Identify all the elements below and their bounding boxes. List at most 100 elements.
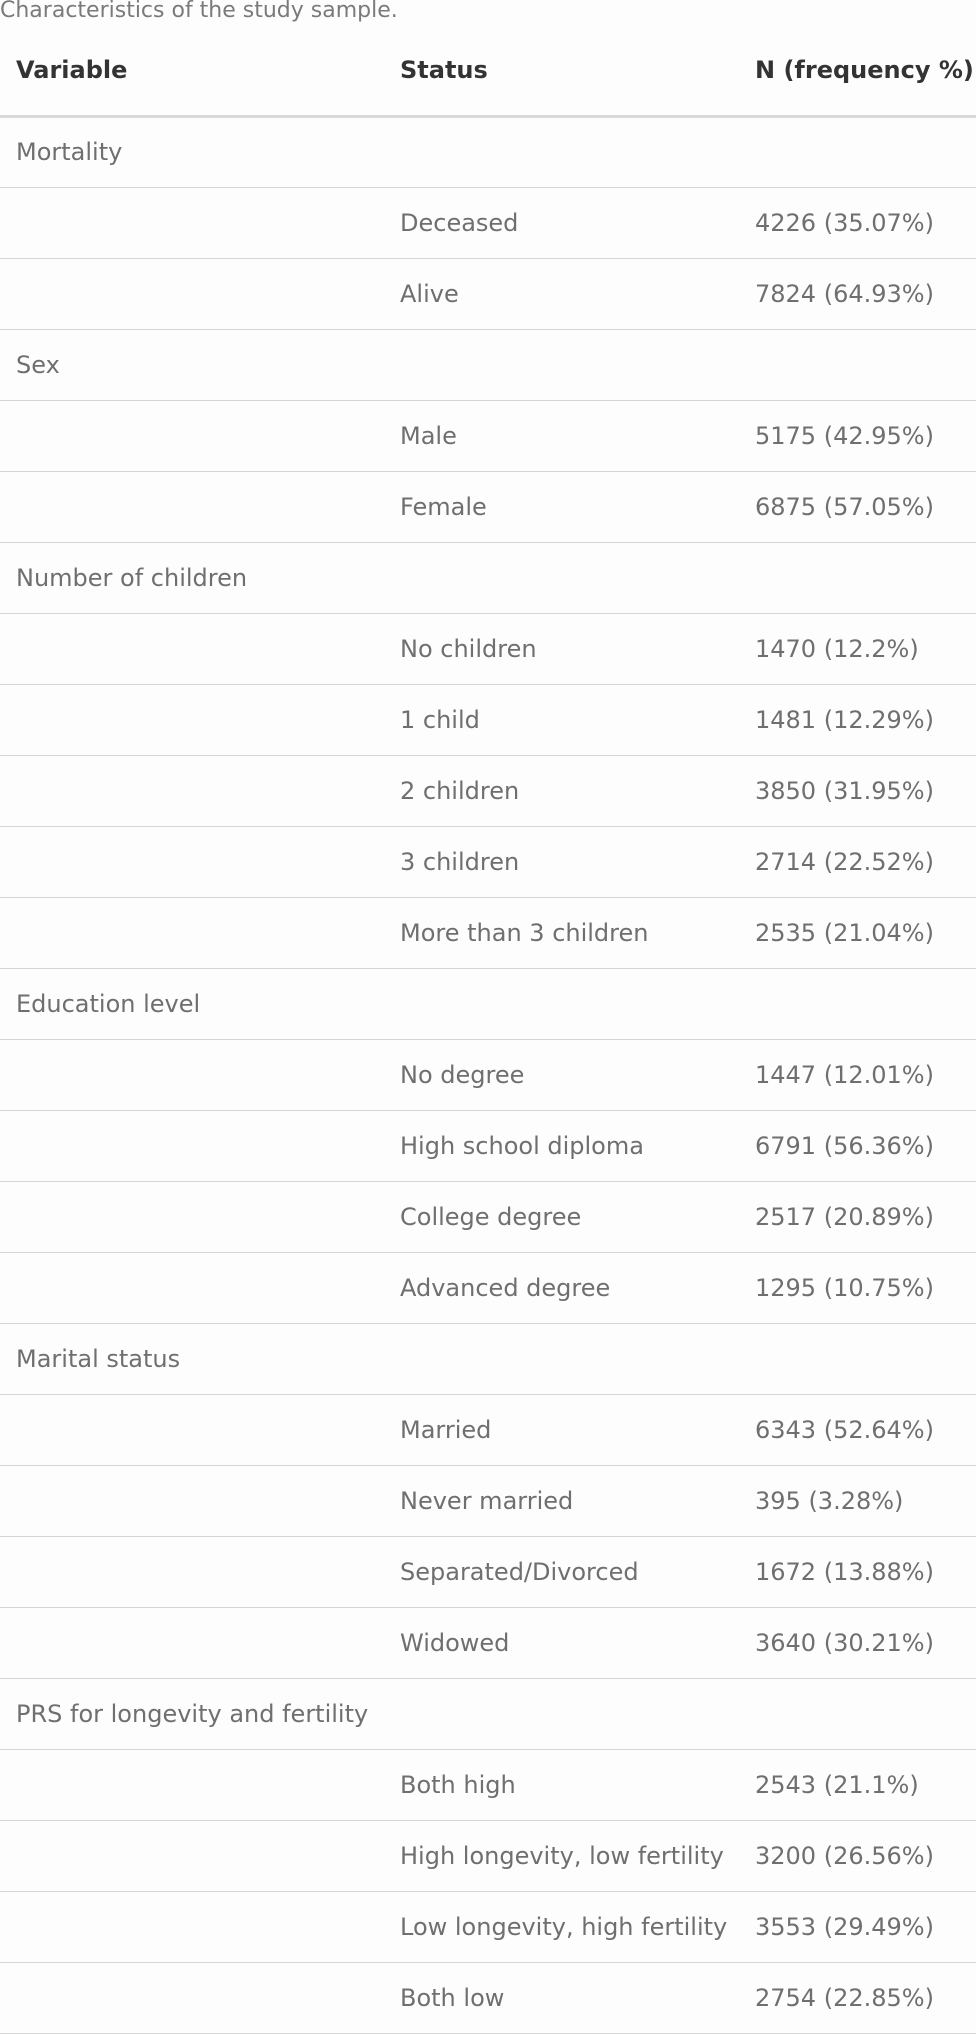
cell-variable [0, 826, 384, 898]
cell-variable [0, 400, 384, 472]
table-header: Variable Status N (frequency %) [0, 26, 976, 118]
cell-variable: Education level [0, 968, 384, 1040]
cell-status: Widowed [384, 1607, 740, 1679]
cell-n: 6343 (52.64%) [740, 1394, 976, 1466]
cell-n: 6875 (57.05%) [740, 471, 976, 543]
cell-variable [0, 1749, 384, 1821]
table-row-group: Education level [0, 968, 976, 1040]
cell-variable: Sex [0, 329, 384, 401]
cell-variable [0, 471, 384, 543]
cell-variable [0, 1394, 384, 1466]
cell-status: Female [384, 471, 740, 543]
table-row: Alive 7824 (64.93%) [0, 258, 976, 330]
cell-variable [0, 1962, 384, 2034]
cell-n: 3553 (29.49%) [740, 1891, 976, 1963]
cell-variable: Marital status [0, 1323, 384, 1395]
cell-status: High school diploma [384, 1110, 740, 1182]
table-row: No degree 1447 (12.01%) [0, 1039, 976, 1111]
header-status: Status [384, 26, 740, 118]
cell-status: High longevity, low fertility [384, 1820, 740, 1892]
table-row-group: Number of children [0, 542, 976, 614]
cell-status: Married [384, 1394, 740, 1466]
cell-n [740, 542, 976, 614]
table-row: Never married 395 (3.28%) [0, 1465, 976, 1537]
cell-status: More than 3 children [384, 897, 740, 969]
table-row: 2 children 3850 (31.95%) [0, 755, 976, 827]
cell-status: Never married [384, 1465, 740, 1537]
cell-status [384, 542, 740, 614]
table-row: Low longevity, high fertility 3553 (29.49… [0, 1891, 976, 1963]
table-row: More than 3 children 2535 (21.04%) [0, 897, 976, 969]
cell-n: 2543 (21.1%) [740, 1749, 976, 1821]
cell-n: 1447 (12.01%) [740, 1039, 976, 1111]
cell-status: 2 children [384, 755, 740, 827]
cell-n: 4226 (35.07%) [740, 187, 976, 259]
cell-status: Low longevity, high fertility [384, 1891, 740, 1963]
header-n-frequency: N (frequency %) [740, 26, 976, 118]
cell-status: College degree [384, 1181, 740, 1253]
cell-variable [0, 1465, 384, 1537]
cell-variable: Number of children [0, 542, 384, 614]
table-row: 3 children 2714 (22.52%) [0, 826, 976, 898]
table-row: Male 5175 (42.95%) [0, 400, 976, 472]
table-row: Both low 2754 (22.85%) [0, 1962, 976, 2034]
cell-variable [0, 1891, 384, 1963]
cell-status: No degree [384, 1039, 740, 1111]
cell-status: Alive [384, 258, 740, 330]
cell-status: Advanced degree [384, 1252, 740, 1324]
cell-status: Deceased [384, 187, 740, 259]
table-row: Both high 2543 (21.1%) [0, 1749, 976, 1821]
cell-n: 7824 (64.93%) [740, 258, 976, 330]
study-sample-table: Variable Status N (frequency %) Mortalit… [0, 26, 976, 2034]
cell-variable [0, 755, 384, 827]
header-row: Variable Status N (frequency %) [0, 26, 976, 118]
cell-n: 1672 (13.88%) [740, 1536, 976, 1608]
cell-variable: Mortality [0, 116, 384, 188]
cell-variable [0, 1110, 384, 1182]
cell-n: 2714 (22.52%) [740, 826, 976, 898]
cell-variable [0, 1252, 384, 1324]
cell-n [740, 968, 976, 1040]
table-row-group: PRS for longevity and fertility [0, 1678, 976, 1750]
table-row: Separated/Divorced 1672 (13.88%) [0, 1536, 976, 1608]
table-row: High school diploma 6791 (56.36%) [0, 1110, 976, 1182]
cell-status [384, 968, 740, 1040]
cell-variable [0, 897, 384, 969]
cell-n [740, 329, 976, 401]
header-variable: Variable [0, 26, 384, 118]
table-caption: Characteristics of the study sample. [0, 0, 398, 23]
cell-n [740, 1678, 976, 1750]
table-row: Married 6343 (52.64%) [0, 1394, 976, 1466]
cell-status: Male [384, 400, 740, 472]
cell-status [384, 1678, 740, 1750]
table-row: Widowed 3640 (30.21%) [0, 1607, 976, 1679]
cell-n: 6791 (56.36%) [740, 1110, 976, 1182]
cell-n: 3640 (30.21%) [740, 1607, 976, 1679]
cell-n: 3850 (31.95%) [740, 755, 976, 827]
cell-variable [0, 258, 384, 330]
cell-variable [0, 1820, 384, 1892]
cell-n: 2535 (21.04%) [740, 897, 976, 969]
cell-status: Separated/Divorced [384, 1536, 740, 1608]
cell-variable [0, 1181, 384, 1253]
table-row: College degree 2517 (20.89%) [0, 1181, 976, 1253]
cell-variable [0, 187, 384, 259]
cell-status: Both high [384, 1749, 740, 1821]
cell-n [740, 1323, 976, 1395]
table-row: Advanced degree 1295 (10.75%) [0, 1252, 976, 1324]
cell-n: 3200 (26.56%) [740, 1820, 976, 1892]
cell-n: 2754 (22.85%) [740, 1962, 976, 2034]
cell-status [384, 1323, 740, 1395]
cell-variable [0, 1536, 384, 1608]
cell-n: 2517 (20.89%) [740, 1181, 976, 1253]
cell-n: 1470 (12.2%) [740, 613, 976, 685]
cell-n: 1295 (10.75%) [740, 1252, 976, 1324]
cell-n [740, 116, 976, 188]
table-row-group: Mortality [0, 116, 976, 188]
cell-variable [0, 684, 384, 756]
cell-variable [0, 613, 384, 685]
cell-status: No children [384, 613, 740, 685]
cell-n: 395 (3.28%) [740, 1465, 976, 1537]
cell-status [384, 329, 740, 401]
cell-variable: PRS for longevity and fertility [0, 1678, 384, 1750]
